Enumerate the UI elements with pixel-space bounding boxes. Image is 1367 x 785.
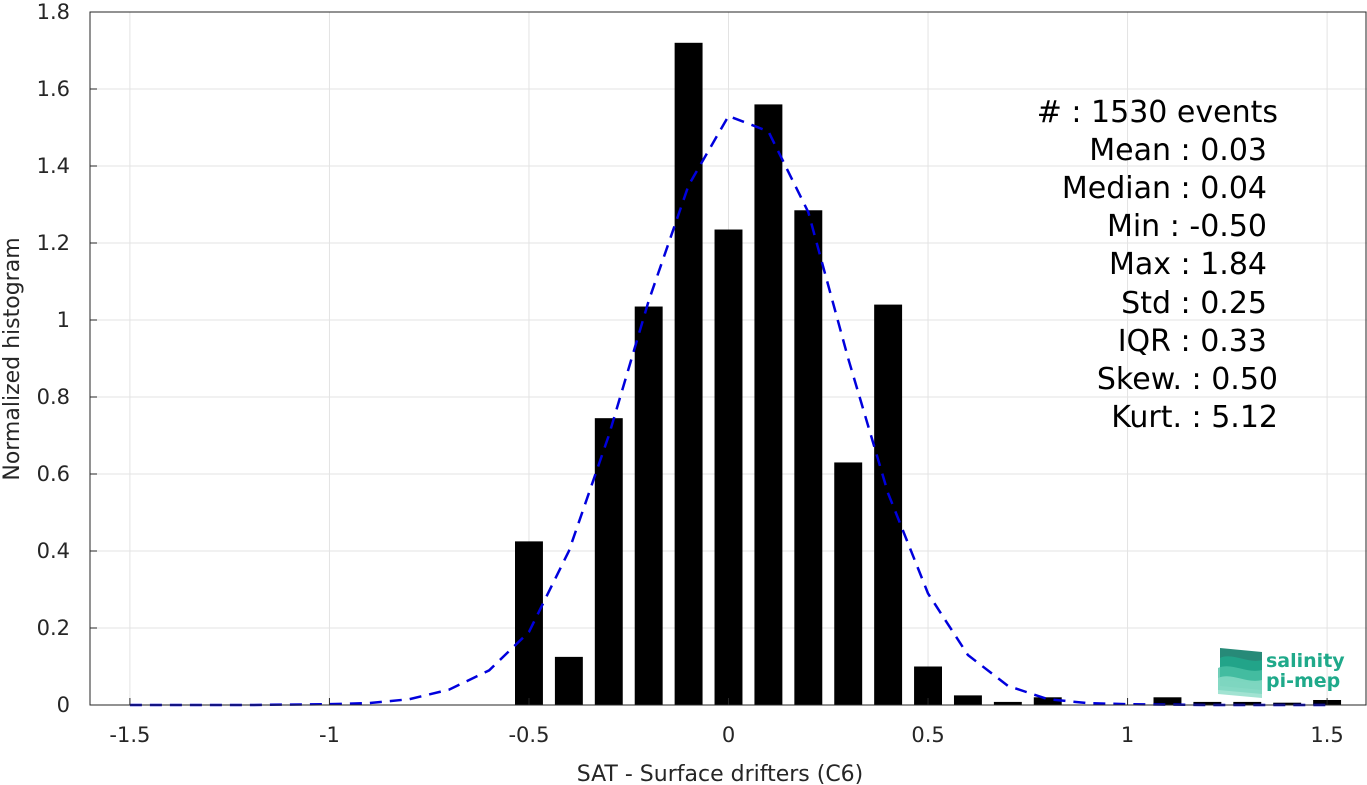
y-tick-label: 1.8 [37,0,70,24]
x-tick-label: 1.5 [1310,723,1343,747]
stat-max: Max : 1.84 [1109,247,1267,282]
y-tick-label: 0.4 [37,539,70,563]
y-tick-label: 1 [57,308,70,332]
stats-box: # : 1530 events Mean : 0.03 Median : 0.0… [1037,95,1278,435]
histogram-bar [515,541,543,705]
stat-std: Std : 0.25 [1121,286,1267,321]
salinity-pi-mep-logo: salinity pi-mep [1218,648,1345,698]
stat-iqr: IQR : 0.33 [1118,324,1267,359]
y-tick-label: 0.2 [37,616,70,640]
histogram-bar [953,695,982,705]
y-tick-label: 1.6 [37,77,70,101]
histogram-bar [754,104,783,705]
histogram-bar [714,229,743,705]
histogram-bar [674,42,703,706]
x-tick-label: -0.5 [508,723,549,747]
stat-min: Min : -0.50 [1107,209,1267,244]
y-tick-label: 0 [57,693,70,717]
stat-mean: Mean : 0.03 [1089,133,1267,168]
bar-series [515,42,1342,706]
histogram-bar [993,701,1022,705]
histogram-bar [1153,697,1182,705]
y-tick-label: 0.8 [37,385,70,409]
histogram-bar [634,306,663,705]
y-axis-label: Normalized histogram [0,237,25,480]
histogram-bar [554,656,583,705]
y-axis-ticks: 0 0.2 0.4 0.6 0.8 1 1.2 1.4 1.6 1.8 [37,0,97,717]
x-axis-label: SAT - Surface drifters (C6) [577,762,864,785]
y-tick-label: 1.2 [37,231,70,255]
stat-median: Median : 0.04 [1062,171,1267,206]
histogram-bar [834,462,863,705]
x-tick-label: 0 [722,723,735,747]
logo-text-line2: pi-mep [1266,670,1340,692]
histogram-bar [1273,702,1302,705]
y-tick-label: 1.4 [37,154,70,178]
x-tick-label: 1 [1121,723,1134,747]
histogram-bar [1193,701,1222,705]
x-tick-label: -1.5 [109,723,150,747]
stat-skew: Skew. : 0.50 [1097,362,1278,397]
histogram-bar [794,210,823,705]
y-tick-label: 0.6 [37,462,70,486]
logo-text-line1: salinity [1266,650,1345,672]
stat-events: # : 1530 events [1037,95,1278,130]
stat-kurt: Kurt. : 5.12 [1111,400,1278,435]
histogram-bar [1233,701,1262,705]
x-tick-label: -1 [319,723,340,747]
x-tick-label: 0.5 [911,723,944,747]
logo-layers-icon [1218,648,1262,698]
x-axis-ticks: -1.5 -1 -0.5 0 0.5 1 1.5 [109,698,1344,747]
histogram-bar [874,304,903,705]
histogram-bar [1033,697,1062,705]
